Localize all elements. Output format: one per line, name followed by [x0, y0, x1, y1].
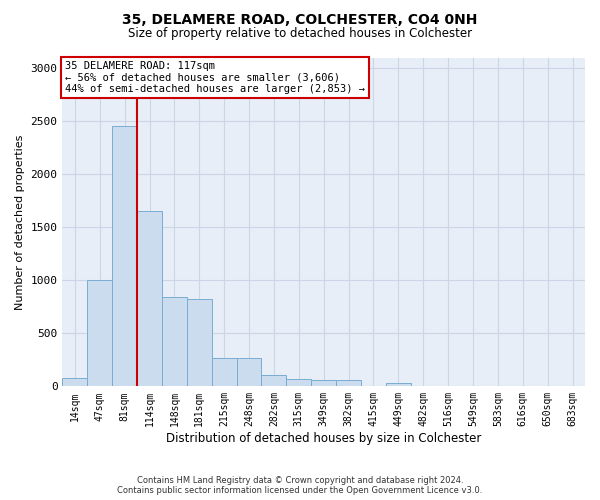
Bar	[112, 126, 137, 386]
Bar	[137, 212, 162, 386]
Text: Size of property relative to detached houses in Colchester: Size of property relative to detached ho…	[128, 28, 472, 40]
Bar	[236, 358, 262, 386]
Text: 35, DELAMERE ROAD, COLCHESTER, CO4 0NH: 35, DELAMERE ROAD, COLCHESTER, CO4 0NH	[122, 12, 478, 26]
Bar	[62, 378, 88, 386]
Bar	[88, 280, 112, 386]
Bar	[286, 380, 311, 386]
Bar	[187, 300, 212, 386]
Bar	[162, 297, 187, 386]
Bar	[262, 374, 286, 386]
Y-axis label: Number of detached properties: Number of detached properties	[15, 134, 25, 310]
Bar	[212, 358, 236, 386]
Bar	[336, 380, 361, 386]
Bar	[311, 380, 336, 386]
Text: Contains HM Land Registry data © Crown copyright and database right 2024.
Contai: Contains HM Land Registry data © Crown c…	[118, 476, 482, 495]
Bar	[386, 383, 411, 386]
X-axis label: Distribution of detached houses by size in Colchester: Distribution of detached houses by size …	[166, 432, 481, 445]
Text: 35 DELAMERE ROAD: 117sqm
← 56% of detached houses are smaller (3,606)
44% of sem: 35 DELAMERE ROAD: 117sqm ← 56% of detach…	[65, 61, 365, 94]
